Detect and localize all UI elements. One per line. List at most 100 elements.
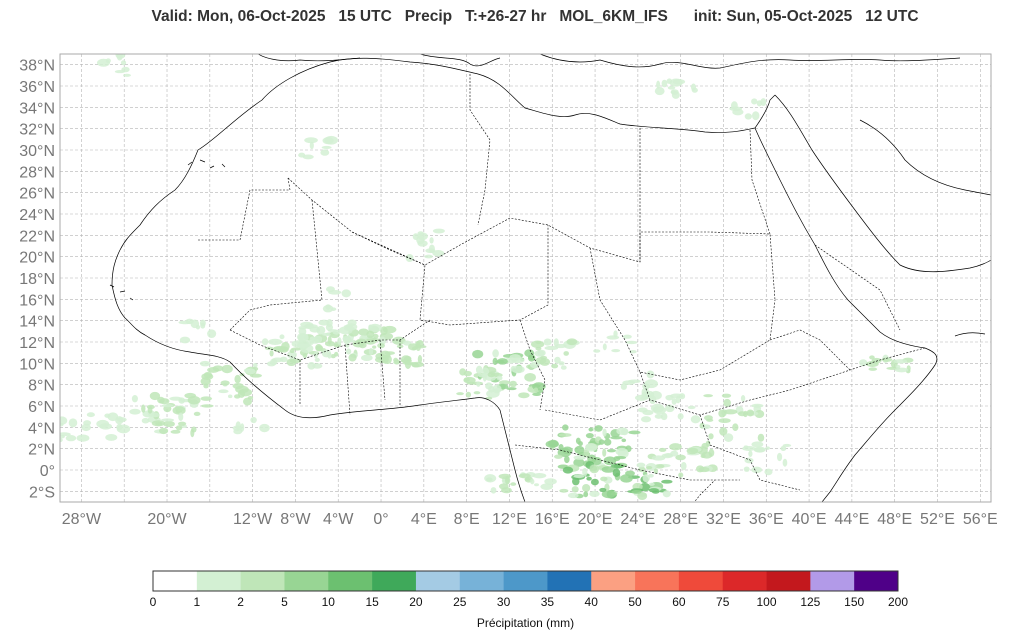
- colorbar-level-label: 75: [716, 595, 730, 609]
- precip-cell: [432, 228, 445, 234]
- coastlines: [109, 54, 991, 502]
- precip-cell: [169, 396, 183, 401]
- lat-tick-label: 30°N: [19, 143, 55, 160]
- lat-tick-label: 14°N: [19, 314, 55, 331]
- lat-tick-label: 38°N: [19, 58, 55, 75]
- colorbar-swatch: [240, 571, 285, 591]
- country-borders: [198, 74, 926, 502]
- precip-cell: [417, 232, 428, 241]
- colorbar-frame: [152, 570, 899, 592]
- colorbar-swatch: [635, 571, 680, 591]
- lon-tick-label: 36°E: [749, 511, 784, 528]
- precip-cell: [554, 356, 561, 364]
- precip-cell: [696, 465, 705, 473]
- precip-cell: [751, 466, 763, 474]
- precip-cell: [719, 427, 728, 436]
- colorbar-level-label: 40: [585, 595, 599, 609]
- precip-cell: [620, 474, 633, 483]
- precip-cell: [670, 450, 679, 457]
- precip-cell: [234, 374, 241, 384]
- precip-cell: [178, 412, 184, 422]
- precip-cell: [645, 390, 655, 399]
- colorbar-swatch: [810, 571, 855, 591]
- precip-cell: [606, 448, 617, 453]
- precip-cell: [708, 433, 714, 440]
- precip-cell: [893, 359, 908, 364]
- lon-tick-label: 8°E: [454, 511, 480, 528]
- precip-cell: [65, 434, 77, 442]
- precip-cell: [429, 237, 434, 244]
- precip-cell: [587, 454, 597, 464]
- precip-cell: [511, 357, 525, 364]
- precip-cell: [302, 353, 308, 359]
- precip-cell: [601, 489, 616, 499]
- precip-cell: [325, 304, 331, 310]
- precip-cell: [463, 370, 472, 377]
- precip-cell: [149, 391, 161, 401]
- precip-cell: [279, 334, 285, 340]
- precip-cell: [723, 433, 734, 442]
- precip-cell: [574, 445, 585, 454]
- precip-cell: [671, 91, 680, 99]
- colorbar-swatch: [196, 571, 241, 591]
- precip-cell: [477, 373, 488, 378]
- colorbar-swatch: [328, 571, 373, 591]
- precip-cell: [345, 348, 352, 355]
- precip-cell: [163, 420, 175, 428]
- precip-cell: [589, 490, 600, 497]
- precipitation-field: [60, 54, 914, 501]
- lat-tick-label: 2°S: [29, 484, 55, 501]
- lon-tick-label: 28°E: [663, 511, 698, 528]
- precip-cell: [86, 412, 95, 418]
- precip-cell: [417, 355, 423, 364]
- precip-cell: [544, 478, 557, 485]
- precip-cell: [287, 350, 297, 359]
- precip-cell: [764, 468, 773, 476]
- precip-cell: [637, 407, 648, 413]
- precip-cell: [593, 349, 601, 353]
- precip-cell: [200, 404, 214, 408]
- precip-cell: [751, 111, 760, 121]
- precip-cell: [200, 396, 213, 401]
- precip-cell: [629, 350, 637, 354]
- precip-cell: [289, 349, 295, 354]
- precip-cell: [116, 424, 131, 434]
- colorbar-swatch: [153, 571, 198, 591]
- precip-cell: [392, 336, 406, 345]
- precip-cell: [782, 458, 788, 467]
- precip-cell: [646, 466, 653, 470]
- precip-cell: [625, 340, 638, 345]
- precip-cell: [358, 328, 369, 336]
- precip-cell: [76, 434, 90, 442]
- colorbar-level-label: 15: [365, 595, 379, 609]
- lat-tick-label: 34°N: [19, 100, 55, 117]
- precip-cell: [417, 240, 428, 247]
- precip-cell: [322, 137, 334, 145]
- precip-cell: [200, 322, 206, 329]
- colorbar-level-label: 35: [541, 595, 555, 609]
- precip-cell: [533, 387, 539, 392]
- lon-tick-label: 20°E: [578, 511, 613, 528]
- precip-cell: [348, 353, 357, 362]
- valid-time-label: Valid: Mon, 06-Oct-2025 15 UTC Precip T:…: [151, 8, 668, 25]
- precip-cell: [321, 332, 331, 337]
- precip-cell: [327, 352, 332, 359]
- precip-cell: [68, 418, 78, 428]
- lon-tick-label: 44°E: [834, 511, 869, 528]
- precip-cell: [221, 364, 233, 374]
- precip-cell: [309, 326, 321, 333]
- precip-cell: [540, 483, 554, 490]
- precip-cell: [327, 329, 338, 333]
- precip-cell: [631, 489, 642, 494]
- precip-cell: [492, 384, 502, 394]
- precip-cell: [382, 325, 397, 334]
- precip-cell: [573, 455, 586, 460]
- lat-tick-label: 0°: [40, 463, 55, 480]
- lat-tick-label: 6°N: [28, 399, 55, 416]
- precip-cell: [302, 154, 314, 160]
- precip-cell: [179, 336, 191, 344]
- precip-cell: [646, 370, 655, 379]
- precip-cell: [638, 466, 646, 473]
- precip-cell: [309, 141, 314, 150]
- precip-cell: [743, 466, 750, 472]
